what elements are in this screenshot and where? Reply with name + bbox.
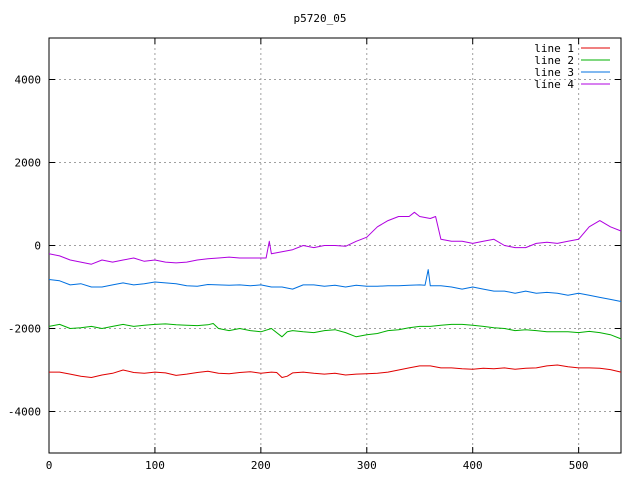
x-tick-label: 400 xyxy=(463,459,483,472)
y-tick-label: -2000 xyxy=(8,323,41,336)
series-lines xyxy=(48,211,622,378)
series-line-2 xyxy=(48,323,622,340)
y-tick-label: -4000 xyxy=(8,406,41,419)
x-tick-label: 0 xyxy=(46,459,53,472)
legend-label-4: line 4 xyxy=(534,78,574,91)
x-tick-label: 100 xyxy=(145,459,165,472)
axis-ticks: 0 100 200 300 400 500 -4000 -2000 0 2000 4000 xyxy=(8,38,621,472)
y-tick-label: 4000 xyxy=(15,74,42,87)
series-line-3 xyxy=(48,269,622,302)
legend-label-3: line 3 xyxy=(534,66,574,79)
grid xyxy=(49,38,621,453)
legend-label-1: line 1 xyxy=(534,42,574,55)
y-tick-label: 0 xyxy=(34,240,41,253)
x-tick-label: 300 xyxy=(357,459,377,472)
chart-title: p5720_05 xyxy=(294,12,347,25)
series-line-1 xyxy=(49,364,622,378)
y-tick-label: 2000 xyxy=(15,157,42,170)
series-line-4 xyxy=(48,211,622,265)
x-tick-label: 200 xyxy=(251,459,271,472)
legend-label-2: line 2 xyxy=(534,54,574,67)
x-tick-label: 500 xyxy=(569,459,589,472)
